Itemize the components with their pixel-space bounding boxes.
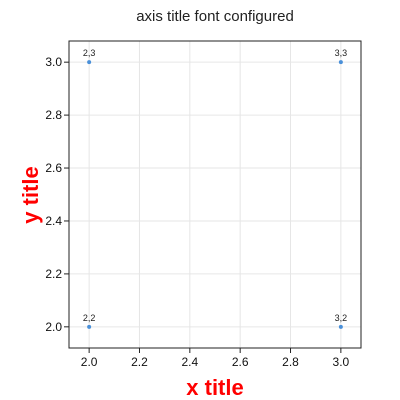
y-axis: 2.0 2.2 2.4 2.6 2.8 3.0: [45, 55, 69, 334]
data-point: [87, 324, 92, 329]
x-tick-label: 2.2: [131, 355, 148, 369]
data-point: [338, 324, 343, 329]
x-tick-label: 2.4: [181, 355, 198, 369]
data-point: [87, 60, 92, 65]
data-label: 2,2: [83, 313, 96, 323]
data-label: 3,2: [335, 313, 348, 323]
y-tick-label: 2.4: [45, 214, 62, 228]
chart-title: axis title font configured: [136, 8, 294, 25]
data-point: [338, 60, 343, 65]
x-tick-label: 2.0: [81, 355, 98, 369]
x-axis-title: x title: [186, 375, 243, 400]
y-tick-label: 2.0: [45, 320, 62, 334]
y-tick-label: 2.8: [45, 108, 62, 122]
data-label: 3,3: [335, 48, 348, 58]
data-label: 2,3: [83, 48, 96, 58]
x-axis: 2.0 2.2 2.4 2.6 2.8 3.0: [81, 348, 350, 369]
y-axis-title: y title: [18, 166, 43, 223]
y-tick-label: 2.6: [45, 161, 62, 175]
data-points: 2,3 3,3 2,2 3,2: [83, 48, 347, 329]
x-tick-label: 2.6: [232, 355, 249, 369]
plot-frame: [68, 40, 362, 349]
y-tick-label: 3.0: [45, 55, 62, 69]
grid: [69, 41, 361, 348]
x-tick-label: 3.0: [333, 355, 350, 369]
x-tick-label: 2.8: [282, 355, 299, 369]
y-tick-label: 2.2: [45, 267, 62, 281]
